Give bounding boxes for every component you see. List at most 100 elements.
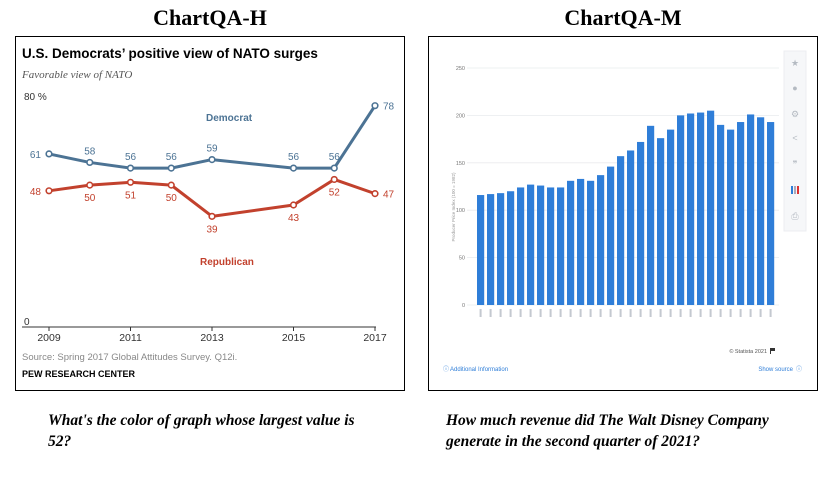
show-source-link[interactable]: Show source <box>758 367 793 373</box>
heading-left: ChartQA-H <box>153 5 267 30</box>
bar <box>677 115 685 306</box>
statista-bar-chart: 0 50 100 150 200 250 Producer Price Index (10… <box>443 50 807 373</box>
x-tick-labels <box>479 309 772 317</box>
series-line-republican <box>48 177 376 218</box>
data-label-republican: 48 <box>30 187 42 198</box>
data-point-democrat <box>45 150 53 158</box>
data-label-republican: 43 <box>288 213 300 224</box>
x-tick-label-blurred <box>589 309 592 317</box>
bar <box>687 113 695 305</box>
bar <box>537 185 545 305</box>
chart-source: Source: Spring 2017 Global Attitudes Sur… <box>22 352 237 363</box>
bar <box>557 187 565 305</box>
flag-icon[interactable] <box>770 348 775 354</box>
x-tick-label-blurred <box>729 309 732 317</box>
y-tick-label: 200 <box>456 113 465 119</box>
statista-copyright: © Statista 2021 <box>729 348 767 355</box>
share-icon[interactable]: < <box>792 133 797 143</box>
data-label-democrat: 56 <box>125 152 137 163</box>
print-icon[interactable]: ⎙ <box>791 211 799 221</box>
x-tick-label-blurred <box>559 309 562 317</box>
data-point-democrat <box>330 164 338 172</box>
x-tick-label-blurred <box>669 309 672 317</box>
data-label-democrat: 56 <box>288 152 300 163</box>
x-tick-label-blurred <box>749 309 752 317</box>
bar <box>597 175 605 305</box>
x-tick-label-blurred <box>739 309 742 317</box>
y-axis-label: Producer Price Index (100 = 1982) <box>451 172 456 241</box>
y-tick-label: 50 <box>459 256 465 262</box>
pew-line-chart: U.S. Democrats’ positive view of NATO su… <box>21 46 395 379</box>
bar <box>607 166 615 305</box>
x-tick-label: 2015 <box>282 332 306 344</box>
x-tick-label-blurred <box>599 309 602 317</box>
x-tick-label-blurred <box>699 309 702 317</box>
data-point-republican <box>167 181 175 189</box>
x-tick-label-blurred <box>659 309 662 317</box>
quote-icon[interactable]: ❞ <box>793 159 798 169</box>
data-point-republican <box>45 187 53 195</box>
bar <box>667 129 675 305</box>
data-label-democrat: 78 <box>383 102 395 113</box>
pew-logo-text: PEW RESEARCH CENTER <box>22 369 136 379</box>
legend-democrat: Democrat <box>206 113 253 124</box>
x-tick-label-blurred <box>539 309 542 317</box>
x-tick-label-blurred <box>499 309 502 317</box>
bar <box>757 117 765 306</box>
source-info-icon[interactable]: ⓘ <box>796 365 802 373</box>
bar <box>477 195 485 305</box>
bar <box>617 156 625 305</box>
x-tick-label-blurred <box>619 309 622 317</box>
download-icon[interactable] <box>791 186 799 194</box>
x-tick-label-blurred <box>529 309 532 317</box>
bars-layer <box>477 110 775 306</box>
bell-icon[interactable]: ● <box>792 83 797 93</box>
series-line-democrat <box>48 104 377 170</box>
statista-chart-panel: 0 50 100 150 200 250 Producer Price Index (10… <box>428 36 818 391</box>
x-tick-label-blurred <box>719 309 722 317</box>
bar <box>657 138 665 305</box>
x-tick-label-blurred <box>579 309 582 317</box>
bar <box>547 187 555 305</box>
data-label-republican: 50 <box>166 193 178 204</box>
x-tick-label-blurred <box>609 309 612 317</box>
x-tick-label-blurred <box>629 309 632 317</box>
x-tick-label-blurred <box>569 309 572 317</box>
bar <box>587 180 595 305</box>
x-tick-label-blurred <box>489 309 492 317</box>
bar <box>727 129 735 305</box>
data-label-republican: 50 <box>84 193 96 204</box>
x-tick-label-blurred <box>759 309 762 317</box>
star-icon[interactable]: ★ <box>791 58 799 68</box>
data-point-democrat <box>86 158 94 167</box>
bar <box>517 187 525 305</box>
series-layer: 61 58 56 56 59 56 56 78 48 50 51 50 39 43 52 47 <box>30 102 395 236</box>
bar <box>577 178 585 305</box>
data-point-republican <box>289 201 298 209</box>
settings-icon[interactable]: ⚙ <box>791 109 799 119</box>
data-point-republican <box>126 178 135 186</box>
data-label-democrat: 58 <box>84 146 96 157</box>
data-point-democrat <box>371 102 379 110</box>
data-point-democrat <box>208 155 216 164</box>
pew-chart-panel: U.S. Democrats’ positive view of NATO su… <box>15 36 405 391</box>
data-label-democrat: 56 <box>166 152 178 163</box>
x-tick-label: 2013 <box>200 332 224 344</box>
y-tick-label: 150 <box>456 161 465 167</box>
y-tick-label: 250 <box>456 66 465 72</box>
data-point-democrat <box>167 164 175 172</box>
data-point-republican <box>371 190 379 198</box>
bar <box>497 193 505 305</box>
y-tick-label: 100 <box>456 208 465 214</box>
data-label-republican: 51 <box>125 190 137 201</box>
info-icon[interactable]: ⓘ <box>443 365 449 373</box>
x-tick-label-blurred <box>519 309 522 317</box>
y-zero-label: 0 <box>24 317 30 328</box>
x-tick-label-blurred <box>549 309 552 317</box>
x-tick-label-blurred <box>679 309 682 317</box>
bar <box>767 122 775 305</box>
question-right: How much revenue did The Walt Disney Com… <box>446 412 769 450</box>
data-point-democrat <box>289 164 298 172</box>
additional-information-link[interactable]: Additional Information <box>450 367 508 373</box>
data-label-republican: 39 <box>206 224 218 235</box>
